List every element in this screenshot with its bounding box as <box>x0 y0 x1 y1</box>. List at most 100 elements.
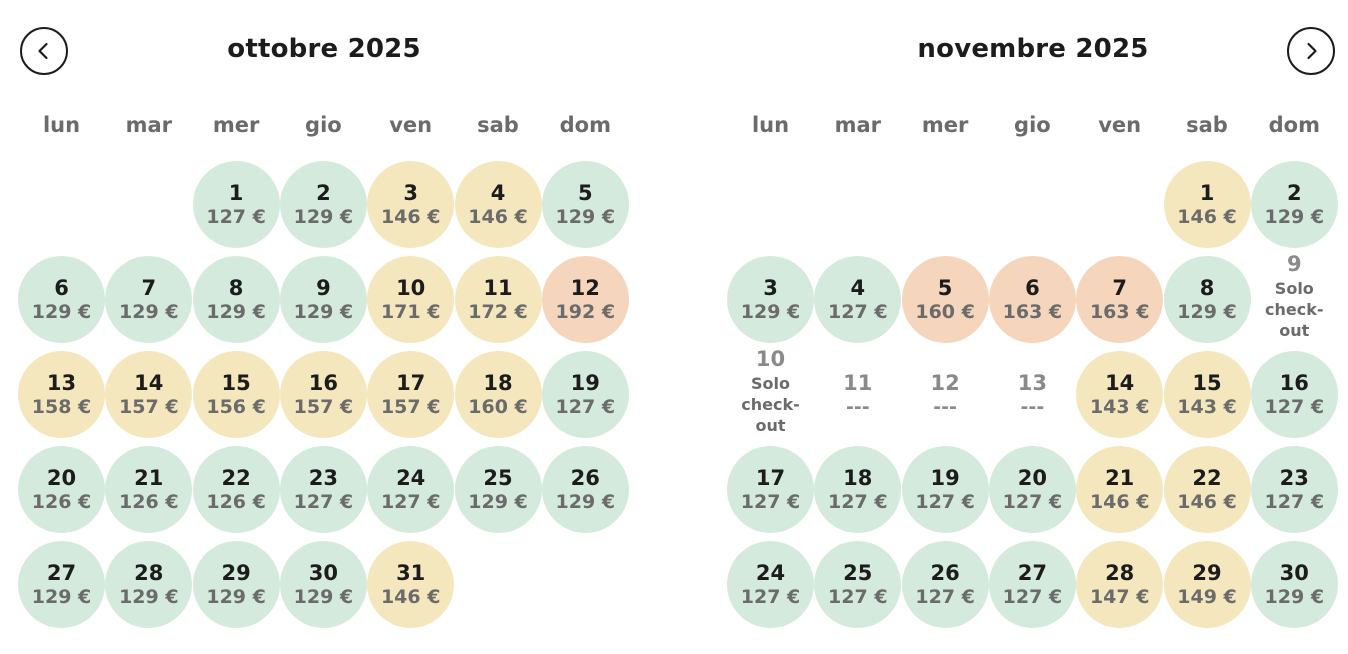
day-cell-24[interactable]: 24 127 € <box>367 446 455 533</box>
day-cell-19[interactable]: 19 127 € <box>541 351 629 438</box>
day-price: 156 € <box>206 395 266 418</box>
day-number: 3 <box>763 275 778 300</box>
day-cell-29[interactable]: 29 149 € <box>1163 541 1251 628</box>
day-price: 127 € <box>555 395 616 418</box>
day-cell-23[interactable]: 23 127 € <box>1250 446 1338 533</box>
day-cell-22[interactable]: 22 146 € <box>1163 446 1251 533</box>
day-price: 129 € <box>293 585 354 608</box>
day-number: 28 <box>134 560 164 585</box>
day-price: 146 € <box>1089 490 1150 513</box>
day-cell-10[interactable]: 10 171 € <box>367 256 455 343</box>
day-cell-17[interactable]: 17 157 € <box>367 351 455 438</box>
day-cell-25[interactable]: 25 127 € <box>814 541 902 628</box>
day-price: 127 € <box>1264 395 1325 418</box>
day-cell-4[interactable]: 4 146 € <box>454 161 542 248</box>
day-cell-12[interactable]: 12 192 € <box>541 256 629 343</box>
month-title: ottobre 2025 <box>227 34 421 64</box>
day-cell-27[interactable]: 27 129 € <box>18 541 105 628</box>
day-cell-30[interactable]: 30 129 € <box>279 541 367 628</box>
day-cell-11: 11 --- <box>814 351 901 438</box>
day-price: 143 € <box>1089 395 1150 418</box>
day-cell-2[interactable]: 2 129 € <box>1250 161 1338 248</box>
day-price: 157 € <box>380 395 441 418</box>
day-price: 129 € <box>119 300 179 323</box>
day-cell-7[interactable]: 7 163 € <box>1076 256 1164 343</box>
day-cell-3[interactable]: 3 146 € <box>367 161 455 248</box>
day-number: 8 <box>228 275 244 300</box>
day-number: 11 <box>843 370 873 395</box>
day-price: 149 € <box>1177 585 1237 608</box>
day-cell-5[interactable]: 5 160 € <box>901 256 989 343</box>
day-cell-9[interactable]: 9 Solo check-out <box>1251 252 1338 340</box>
day-cell-29[interactable]: 29 129 € <box>192 541 280 628</box>
day-number: 30 <box>308 560 338 585</box>
day-cell-20[interactable]: 20 127 € <box>988 446 1076 533</box>
day-cell-6[interactable]: 6 129 € <box>18 256 105 343</box>
day-price: 171 € <box>380 300 441 323</box>
day-cell-5[interactable]: 5 129 € <box>541 161 629 248</box>
day-cell-11[interactable]: 11 172 € <box>454 256 542 343</box>
day-cell-7[interactable]: 7 129 € <box>105 256 193 343</box>
day-cell-23[interactable]: 23 127 € <box>279 446 367 533</box>
day-price: 129 € <box>119 585 179 608</box>
day-cell-8[interactable]: 8 129 € <box>192 256 280 343</box>
day-cell-1[interactable]: 1 146 € <box>1163 161 1251 248</box>
checkout-note: Solo check-out <box>741 374 800 435</box>
day-number: 8 <box>1199 275 1215 300</box>
day-cell-31[interactable]: 31 146 € <box>367 541 455 628</box>
day-cell-16[interactable]: 16 157 € <box>279 351 367 438</box>
day-cell-30[interactable]: 30 129 € <box>1250 541 1338 628</box>
day-cell-16[interactable]: 16 127 € <box>1250 351 1338 438</box>
next-month-button[interactable] <box>1287 27 1335 75</box>
day-price: 129 € <box>206 585 266 608</box>
day-number: 14 <box>1105 370 1135 395</box>
day-cell-9[interactable]: 9 129 € <box>279 256 367 343</box>
day-cell-22[interactable]: 22 126 € <box>192 446 280 533</box>
day-price: 129 € <box>293 205 354 228</box>
day-number: 15 <box>221 370 251 395</box>
day-cell-24[interactable]: 24 127 € <box>727 541 814 628</box>
day-cell-28[interactable]: 28 129 € <box>105 541 193 628</box>
day-cell-15[interactable]: 15 156 € <box>192 351 280 438</box>
day-number: 28 <box>1105 560 1135 585</box>
day-price: 127 € <box>828 300 888 323</box>
day-cell-18[interactable]: 18 127 € <box>814 446 902 533</box>
day-cell-26[interactable]: 26 127 € <box>901 541 989 628</box>
day-number: 11 <box>483 275 513 300</box>
day-number: 4 <box>490 180 506 205</box>
day-cell-27[interactable]: 27 127 € <box>988 541 1076 628</box>
day-price: 127 € <box>740 585 801 608</box>
previous-month-button[interactable] <box>20 27 68 75</box>
day-price: --- <box>1020 395 1045 418</box>
day-cell-2[interactable]: 2 129 € <box>279 161 367 248</box>
day-cell-20[interactable]: 20 126 € <box>18 446 105 533</box>
day-cell-25[interactable]: 25 129 € <box>454 446 542 533</box>
day-price: 129 € <box>206 300 266 323</box>
day-cell-13[interactable]: 13 158 € <box>18 351 105 438</box>
day-cell-8[interactable]: 8 129 € <box>1163 256 1251 343</box>
day-cell-15[interactable]: 15 143 € <box>1163 351 1251 438</box>
day-cell-4[interactable]: 4 127 € <box>814 256 902 343</box>
day-cell-21[interactable]: 21 126 € <box>105 446 193 533</box>
day-cell-1[interactable]: 1 127 € <box>192 161 280 248</box>
day-number: 27 <box>46 560 77 585</box>
day-cell-28[interactable]: 28 147 € <box>1076 541 1164 628</box>
day-number: 9 <box>1286 252 1302 276</box>
day-cell-17[interactable]: 17 127 € <box>727 446 814 533</box>
day-price: 129 € <box>1264 205 1325 228</box>
day-price: 129 € <box>293 300 354 323</box>
day-number: 29 <box>221 560 251 585</box>
day-number: 13 <box>1017 370 1047 395</box>
day-cell-18[interactable]: 18 160 € <box>454 351 542 438</box>
day-cell-14[interactable]: 14 143 € <box>1076 351 1164 438</box>
day-price: 127 € <box>206 205 266 228</box>
month-october: ottobre 2025 lun mar mer gio ven sab dom 1 127 … <box>18 0 630 654</box>
day-cell-3[interactable]: 3 129 € <box>727 256 814 343</box>
day-cell-21[interactable]: 21 146 € <box>1076 446 1164 533</box>
day-cell-14[interactable]: 14 157 € <box>105 351 193 438</box>
day-cell-19[interactable]: 19 127 € <box>901 446 989 533</box>
day-cell-6[interactable]: 6 163 € <box>988 256 1076 343</box>
day-cell-26[interactable]: 26 129 € <box>541 446 629 533</box>
day-cell-10[interactable]: 10 Solo check-out <box>727 347 814 435</box>
day-number: 12 <box>570 275 600 300</box>
